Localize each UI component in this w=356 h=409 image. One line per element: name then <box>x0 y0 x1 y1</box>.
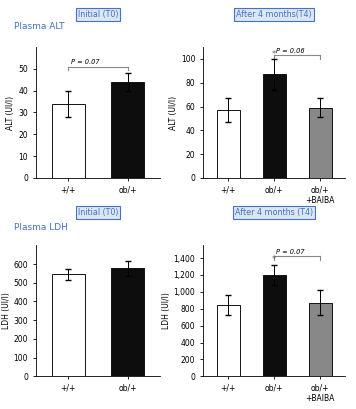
Bar <box>52 274 85 376</box>
Text: *: * <box>272 254 276 263</box>
Text: Initial (T0): Initial (T0) <box>78 208 118 217</box>
Text: *: * <box>272 50 276 59</box>
Text: P = 0.07: P = 0.07 <box>71 59 100 65</box>
Text: Initial (T0): Initial (T0) <box>78 10 118 19</box>
Text: P = 0.07: P = 0.07 <box>276 249 305 255</box>
Text: Plasma ALT: Plasma ALT <box>14 22 65 31</box>
Text: P = 0.06: P = 0.06 <box>276 48 305 54</box>
Bar <box>217 306 240 376</box>
Bar <box>111 268 144 376</box>
Bar <box>263 74 286 178</box>
Y-axis label: ALT (UI/l): ALT (UI/l) <box>169 95 178 130</box>
Y-axis label: LDH (UI/l): LDH (UI/l) <box>1 292 11 329</box>
Y-axis label: LDH (UI/l): LDH (UI/l) <box>162 292 171 329</box>
Bar <box>52 104 85 178</box>
Text: Plasma LDH: Plasma LDH <box>14 223 68 232</box>
Bar <box>309 303 331 376</box>
Text: After 4 months (T4): After 4 months (T4) <box>235 208 313 217</box>
Y-axis label: ALT (UI/l): ALT (UI/l) <box>6 95 15 130</box>
Bar <box>263 275 286 376</box>
Bar <box>111 82 144 178</box>
Bar <box>309 108 331 178</box>
Text: After 4 months(T4): After 4 months(T4) <box>236 10 312 19</box>
Bar <box>217 110 240 178</box>
